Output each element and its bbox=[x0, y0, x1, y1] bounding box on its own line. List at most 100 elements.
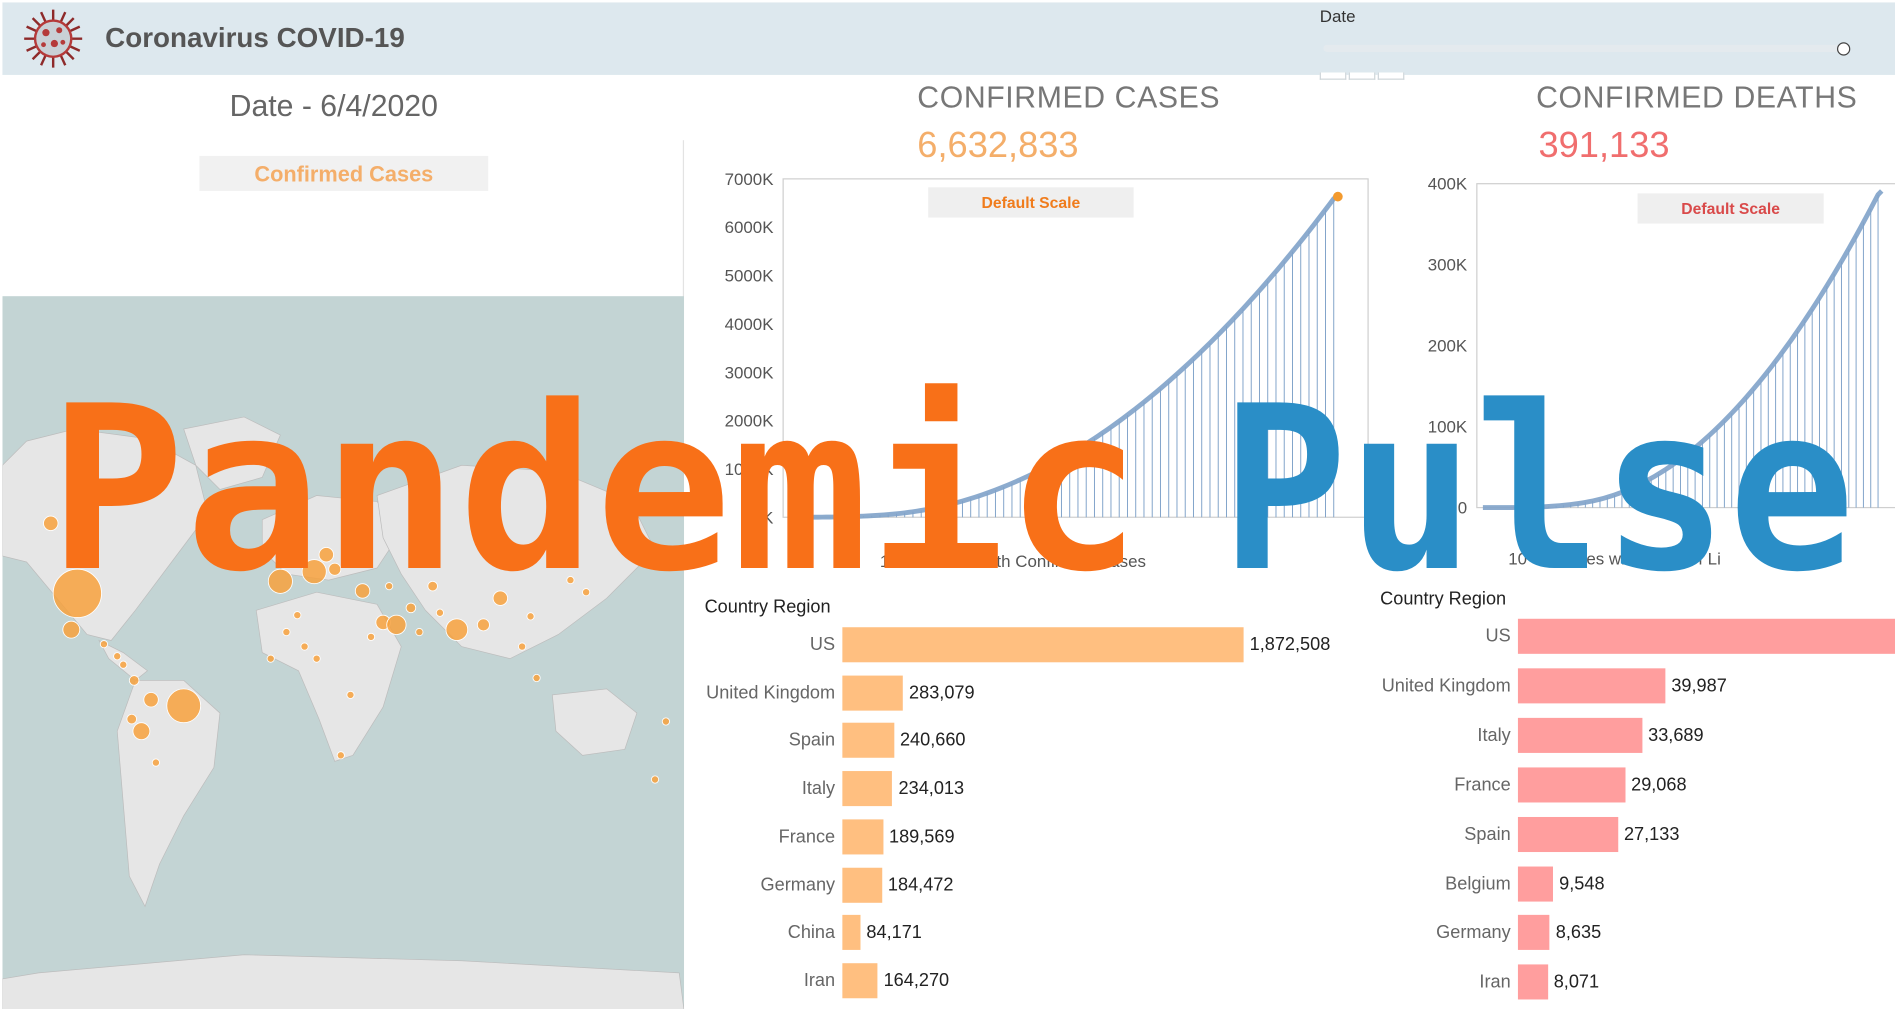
plot-area bbox=[782, 178, 1369, 518]
slider-step-forward-button[interactable] bbox=[1377, 72, 1405, 80]
latest-point[interactable] bbox=[1333, 191, 1343, 202]
map-bubble[interactable] bbox=[336, 751, 345, 760]
kpi-cases-label: CONFIRMED CASES bbox=[917, 80, 1221, 115]
bar[interactable] bbox=[1517, 865, 1554, 901]
bar[interactable] bbox=[1517, 717, 1643, 753]
bar[interactable] bbox=[842, 627, 1244, 663]
map-bubble[interactable] bbox=[566, 576, 575, 585]
cases-default-scale-button[interactable]: Default Scale bbox=[928, 187, 1134, 218]
map-bubble[interactable] bbox=[650, 775, 660, 784]
map-bubble[interactable] bbox=[119, 660, 128, 669]
header-bar bbox=[2, 2, 1895, 75]
bar-category-label: US bbox=[1485, 626, 1511, 647]
map-bubble[interactable] bbox=[661, 717, 670, 726]
map-bubble[interactable] bbox=[476, 618, 490, 632]
series-line bbox=[789, 194, 1339, 520]
map-land-asia bbox=[376, 464, 656, 660]
map-bubble[interactable] bbox=[386, 614, 407, 635]
y-tick-label: 4000K bbox=[725, 315, 775, 334]
world-map[interactable] bbox=[2, 296, 685, 1009]
map-bubble[interactable] bbox=[143, 692, 159, 708]
map-bubble[interactable] bbox=[582, 588, 591, 597]
confirmed-cases-button[interactable]: Confirmed Cases bbox=[199, 155, 489, 191]
map-bubble[interactable] bbox=[427, 580, 438, 592]
bar[interactable] bbox=[1517, 816, 1618, 852]
map-bubble[interactable] bbox=[151, 758, 160, 767]
map-bubble[interactable] bbox=[43, 515, 59, 531]
map-bubble[interactable] bbox=[415, 628, 424, 637]
map-bubble[interactable] bbox=[318, 547, 334, 563]
bar-value-label: 9,548 bbox=[1559, 873, 1605, 894]
map-bubble[interactable] bbox=[282, 628, 291, 637]
bar[interactable] bbox=[842, 963, 878, 999]
map-bubble[interactable] bbox=[128, 675, 140, 686]
bar[interactable] bbox=[842, 675, 904, 711]
map-bubble[interactable] bbox=[301, 559, 327, 585]
map-bubble[interactable] bbox=[293, 611, 302, 620]
map-bubble[interactable] bbox=[405, 602, 417, 614]
bar[interactable] bbox=[842, 771, 893, 807]
bar[interactable] bbox=[842, 723, 894, 759]
bar-value-label: 240,660 bbox=[899, 730, 966, 751]
y-tick-label: 5000K bbox=[725, 267, 775, 286]
bar[interactable] bbox=[842, 819, 883, 855]
overlay-word-pulse: Pulse bbox=[1221, 357, 1855, 616]
bar[interactable] bbox=[842, 915, 861, 951]
slider-step-back-button[interactable] bbox=[1319, 72, 1347, 80]
map-bubble[interactable] bbox=[113, 652, 122, 661]
bar-value-label: 29,068 bbox=[1631, 774, 1687, 795]
bar-category-label: Belgium bbox=[1445, 873, 1511, 894]
bar[interactable] bbox=[842, 867, 882, 903]
map-bubble[interactable] bbox=[366, 632, 376, 641]
deaths-default-scale-button[interactable]: Default Scale bbox=[1637, 193, 1824, 224]
date-slider-handle[interactable] bbox=[1836, 42, 1851, 56]
bar-value-label: 1,872,508 bbox=[1249, 634, 1331, 656]
bar[interactable] bbox=[1517, 618, 1895, 654]
kpi-deaths-label: CONFIRMED DEATHS bbox=[1536, 80, 1858, 115]
date-slider-track[interactable] bbox=[1323, 44, 1846, 52]
y-tick-label: 0 bbox=[1458, 499, 1467, 518]
map-bubble[interactable] bbox=[492, 590, 509, 606]
bar[interactable] bbox=[1517, 668, 1666, 704]
bar[interactable] bbox=[1517, 767, 1626, 803]
slider-play-button[interactable] bbox=[1348, 72, 1376, 80]
map-bubble[interactable] bbox=[435, 608, 444, 617]
map-bubble[interactable] bbox=[526, 612, 535, 621]
map-land-africa bbox=[255, 591, 402, 762]
map-bubble[interactable] bbox=[166, 688, 202, 724]
map-land-antarctica bbox=[2, 954, 685, 1009]
bar-category-label: Germany bbox=[760, 874, 836, 895]
map-bubble[interactable] bbox=[62, 620, 81, 639]
map-land-australia bbox=[551, 688, 638, 756]
map-bubble[interactable] bbox=[267, 568, 293, 594]
bar-value-label: 8,071 bbox=[1553, 972, 1600, 993]
kpi-cases-value: 6,632,833 bbox=[917, 125, 1079, 166]
bar[interactable] bbox=[1517, 915, 1550, 951]
map-bubble[interactable] bbox=[312, 654, 321, 663]
date-title: Date - 6/4/2020 bbox=[229, 89, 438, 124]
bar-value-label: 164,270 bbox=[883, 970, 950, 991]
bar-category-label: Italy bbox=[1477, 724, 1511, 746]
y-tick-label: 1000K bbox=[725, 460, 775, 479]
map-bubble[interactable] bbox=[385, 582, 394, 591]
map-bubble[interactable] bbox=[300, 642, 309, 651]
map-bubble[interactable] bbox=[99, 640, 108, 649]
bar[interactable] bbox=[1517, 964, 1548, 1000]
bar-value-label: 27,133 bbox=[1623, 823, 1680, 845]
map-bubble[interactable] bbox=[132, 722, 151, 741]
y-tick-label: 0K bbox=[753, 508, 774, 527]
map-bubble[interactable] bbox=[52, 568, 102, 618]
map-bubble[interactable] bbox=[328, 562, 342, 576]
bar-category-label: Italy bbox=[801, 778, 836, 799]
map-bubble[interactable] bbox=[445, 618, 469, 641]
map-bubble[interactable] bbox=[354, 583, 371, 599]
map-bubble[interactable] bbox=[532, 673, 541, 683]
virus-logo-icon bbox=[24, 9, 83, 68]
cases-bar-header: Country Region bbox=[704, 597, 831, 618]
map-bubble[interactable] bbox=[126, 713, 137, 725]
bar-category-label: France bbox=[778, 826, 836, 847]
y-tick-label: 2000K bbox=[725, 412, 775, 431]
map-bubble[interactable] bbox=[346, 690, 355, 699]
map-bubble[interactable] bbox=[266, 654, 275, 663]
map-bubble[interactable] bbox=[518, 642, 527, 651]
